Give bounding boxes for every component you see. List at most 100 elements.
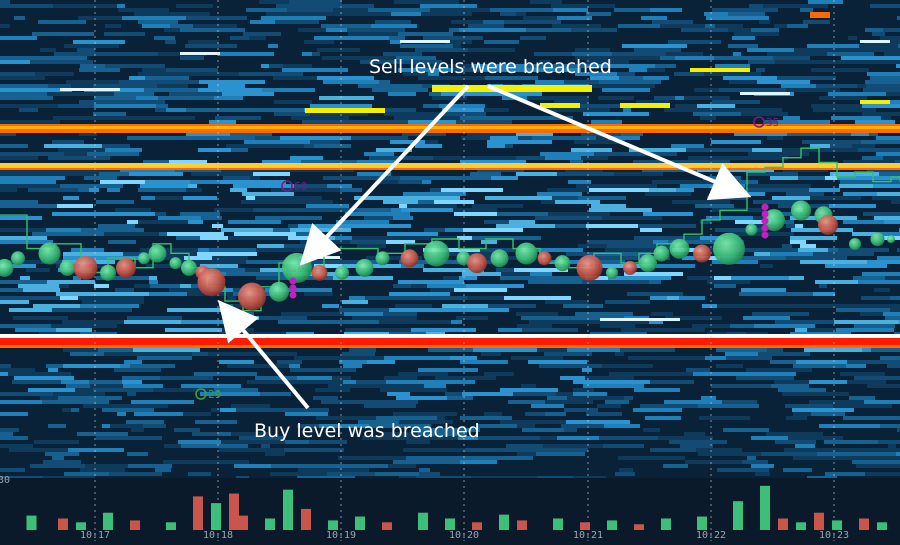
heat-cell bbox=[848, 36, 857, 40]
heat-cell bbox=[896, 444, 900, 448]
heat-cell bbox=[857, 216, 874, 220]
heat-cell bbox=[785, 404, 833, 408]
heat-cell bbox=[809, 304, 867, 308]
heat-cell bbox=[150, 284, 180, 288]
heat-cell bbox=[384, 376, 417, 380]
heat-cell bbox=[0, 156, 38, 160]
heat-cell bbox=[83, 404, 101, 408]
heat-cell bbox=[110, 72, 138, 76]
heat-cell bbox=[536, 452, 585, 456]
heat-cell bbox=[353, 324, 420, 328]
heat-cell bbox=[824, 12, 877, 16]
heat-cell bbox=[261, 412, 285, 416]
heat-cell bbox=[126, 420, 164, 424]
heat-cell bbox=[149, 292, 187, 296]
heat-cell bbox=[622, 120, 677, 124]
heat-cell bbox=[644, 36, 686, 40]
heat-cell bbox=[192, 396, 236, 400]
heat-cell bbox=[644, 384, 711, 388]
heat-cell bbox=[477, 4, 515, 8]
heat-cell bbox=[882, 408, 900, 412]
heat-cell bbox=[741, 84, 781, 88]
heat-cell bbox=[481, 72, 536, 76]
heat-cell bbox=[671, 276, 687, 280]
heat-cell bbox=[534, 52, 572, 56]
heat-cell bbox=[488, 316, 521, 320]
heat-cell bbox=[124, 0, 161, 4]
heat-cell bbox=[428, 364, 482, 368]
heat-cell bbox=[750, 416, 786, 420]
heat-cell bbox=[226, 144, 239, 148]
heat-cell bbox=[763, 4, 828, 8]
heat-cell bbox=[481, 352, 501, 356]
heat-cell bbox=[326, 16, 361, 20]
heat-cell bbox=[453, 44, 461, 48]
heat-cell bbox=[211, 472, 270, 476]
liquidity-spot bbox=[740, 92, 790, 95]
heat-cell bbox=[640, 136, 675, 140]
heat-cell bbox=[138, 220, 188, 224]
heat-cell bbox=[219, 360, 254, 364]
heat-cell bbox=[211, 408, 220, 412]
volume-bar bbox=[58, 518, 68, 530]
heat-cell bbox=[794, 232, 852, 236]
heat-cell bbox=[31, 356, 85, 360]
heat-cell bbox=[283, 316, 307, 320]
heat-cell bbox=[314, 36, 328, 40]
heat-cell bbox=[897, 16, 900, 20]
heat-cell bbox=[287, 296, 349, 300]
heat-cell bbox=[447, 388, 500, 392]
heat-cell bbox=[723, 172, 746, 176]
heat-cell bbox=[838, 384, 852, 388]
heat-cell bbox=[714, 284, 736, 288]
heat-cell bbox=[77, 48, 95, 52]
heat-cell bbox=[874, 252, 900, 256]
heat-cell bbox=[60, 8, 77, 12]
heat-cell bbox=[557, 16, 592, 20]
heat-cell bbox=[211, 220, 228, 224]
heat-cell bbox=[168, 104, 183, 108]
heat-cell bbox=[795, 444, 815, 448]
heat-cell bbox=[479, 408, 494, 412]
heat-cell bbox=[25, 16, 42, 20]
heat-cell bbox=[731, 276, 789, 280]
heat-cell bbox=[175, 36, 230, 40]
heat-cell bbox=[233, 184, 294, 188]
heat-cell bbox=[524, 396, 547, 400]
heat-cell bbox=[596, 136, 608, 140]
heat-cell bbox=[639, 12, 677, 16]
heat-cell bbox=[885, 276, 900, 280]
heat-cell bbox=[490, 136, 518, 140]
heat-cell bbox=[728, 12, 765, 16]
heat-cell bbox=[828, 92, 886, 96]
marker-60: 60 bbox=[281, 180, 307, 193]
heat-cell bbox=[720, 256, 786, 260]
heat-cell bbox=[533, 456, 569, 460]
heat-cell bbox=[810, 352, 877, 356]
heat-cell bbox=[298, 396, 313, 400]
heat-cell bbox=[163, 140, 184, 144]
heat-cell bbox=[390, 140, 425, 144]
volume-bar bbox=[229, 493, 239, 530]
heat-cell bbox=[537, 348, 567, 352]
heat-cell bbox=[714, 276, 731, 280]
heat-cell bbox=[150, 444, 164, 448]
heat-cell bbox=[348, 140, 390, 144]
heat-cell bbox=[774, 24, 787, 28]
heat-cell bbox=[716, 348, 767, 352]
heat-cell bbox=[509, 108, 523, 112]
heat-cell bbox=[162, 472, 188, 476]
heat-cell bbox=[202, 72, 239, 76]
heat-cell bbox=[629, 148, 686, 152]
heat-cell bbox=[271, 464, 330, 468]
heat-cell bbox=[0, 16, 14, 20]
heat-cell bbox=[490, 8, 553, 12]
heat-cell bbox=[695, 264, 706, 268]
heat-cell bbox=[557, 172, 614, 176]
heat-cell bbox=[220, 408, 236, 412]
heat-cell bbox=[389, 308, 445, 312]
annotation-sell-levels: Sell levels were breached bbox=[299, 56, 752, 266]
heat-cell bbox=[17, 68, 79, 72]
heat-cell bbox=[124, 448, 153, 452]
heat-cell bbox=[0, 24, 10, 28]
